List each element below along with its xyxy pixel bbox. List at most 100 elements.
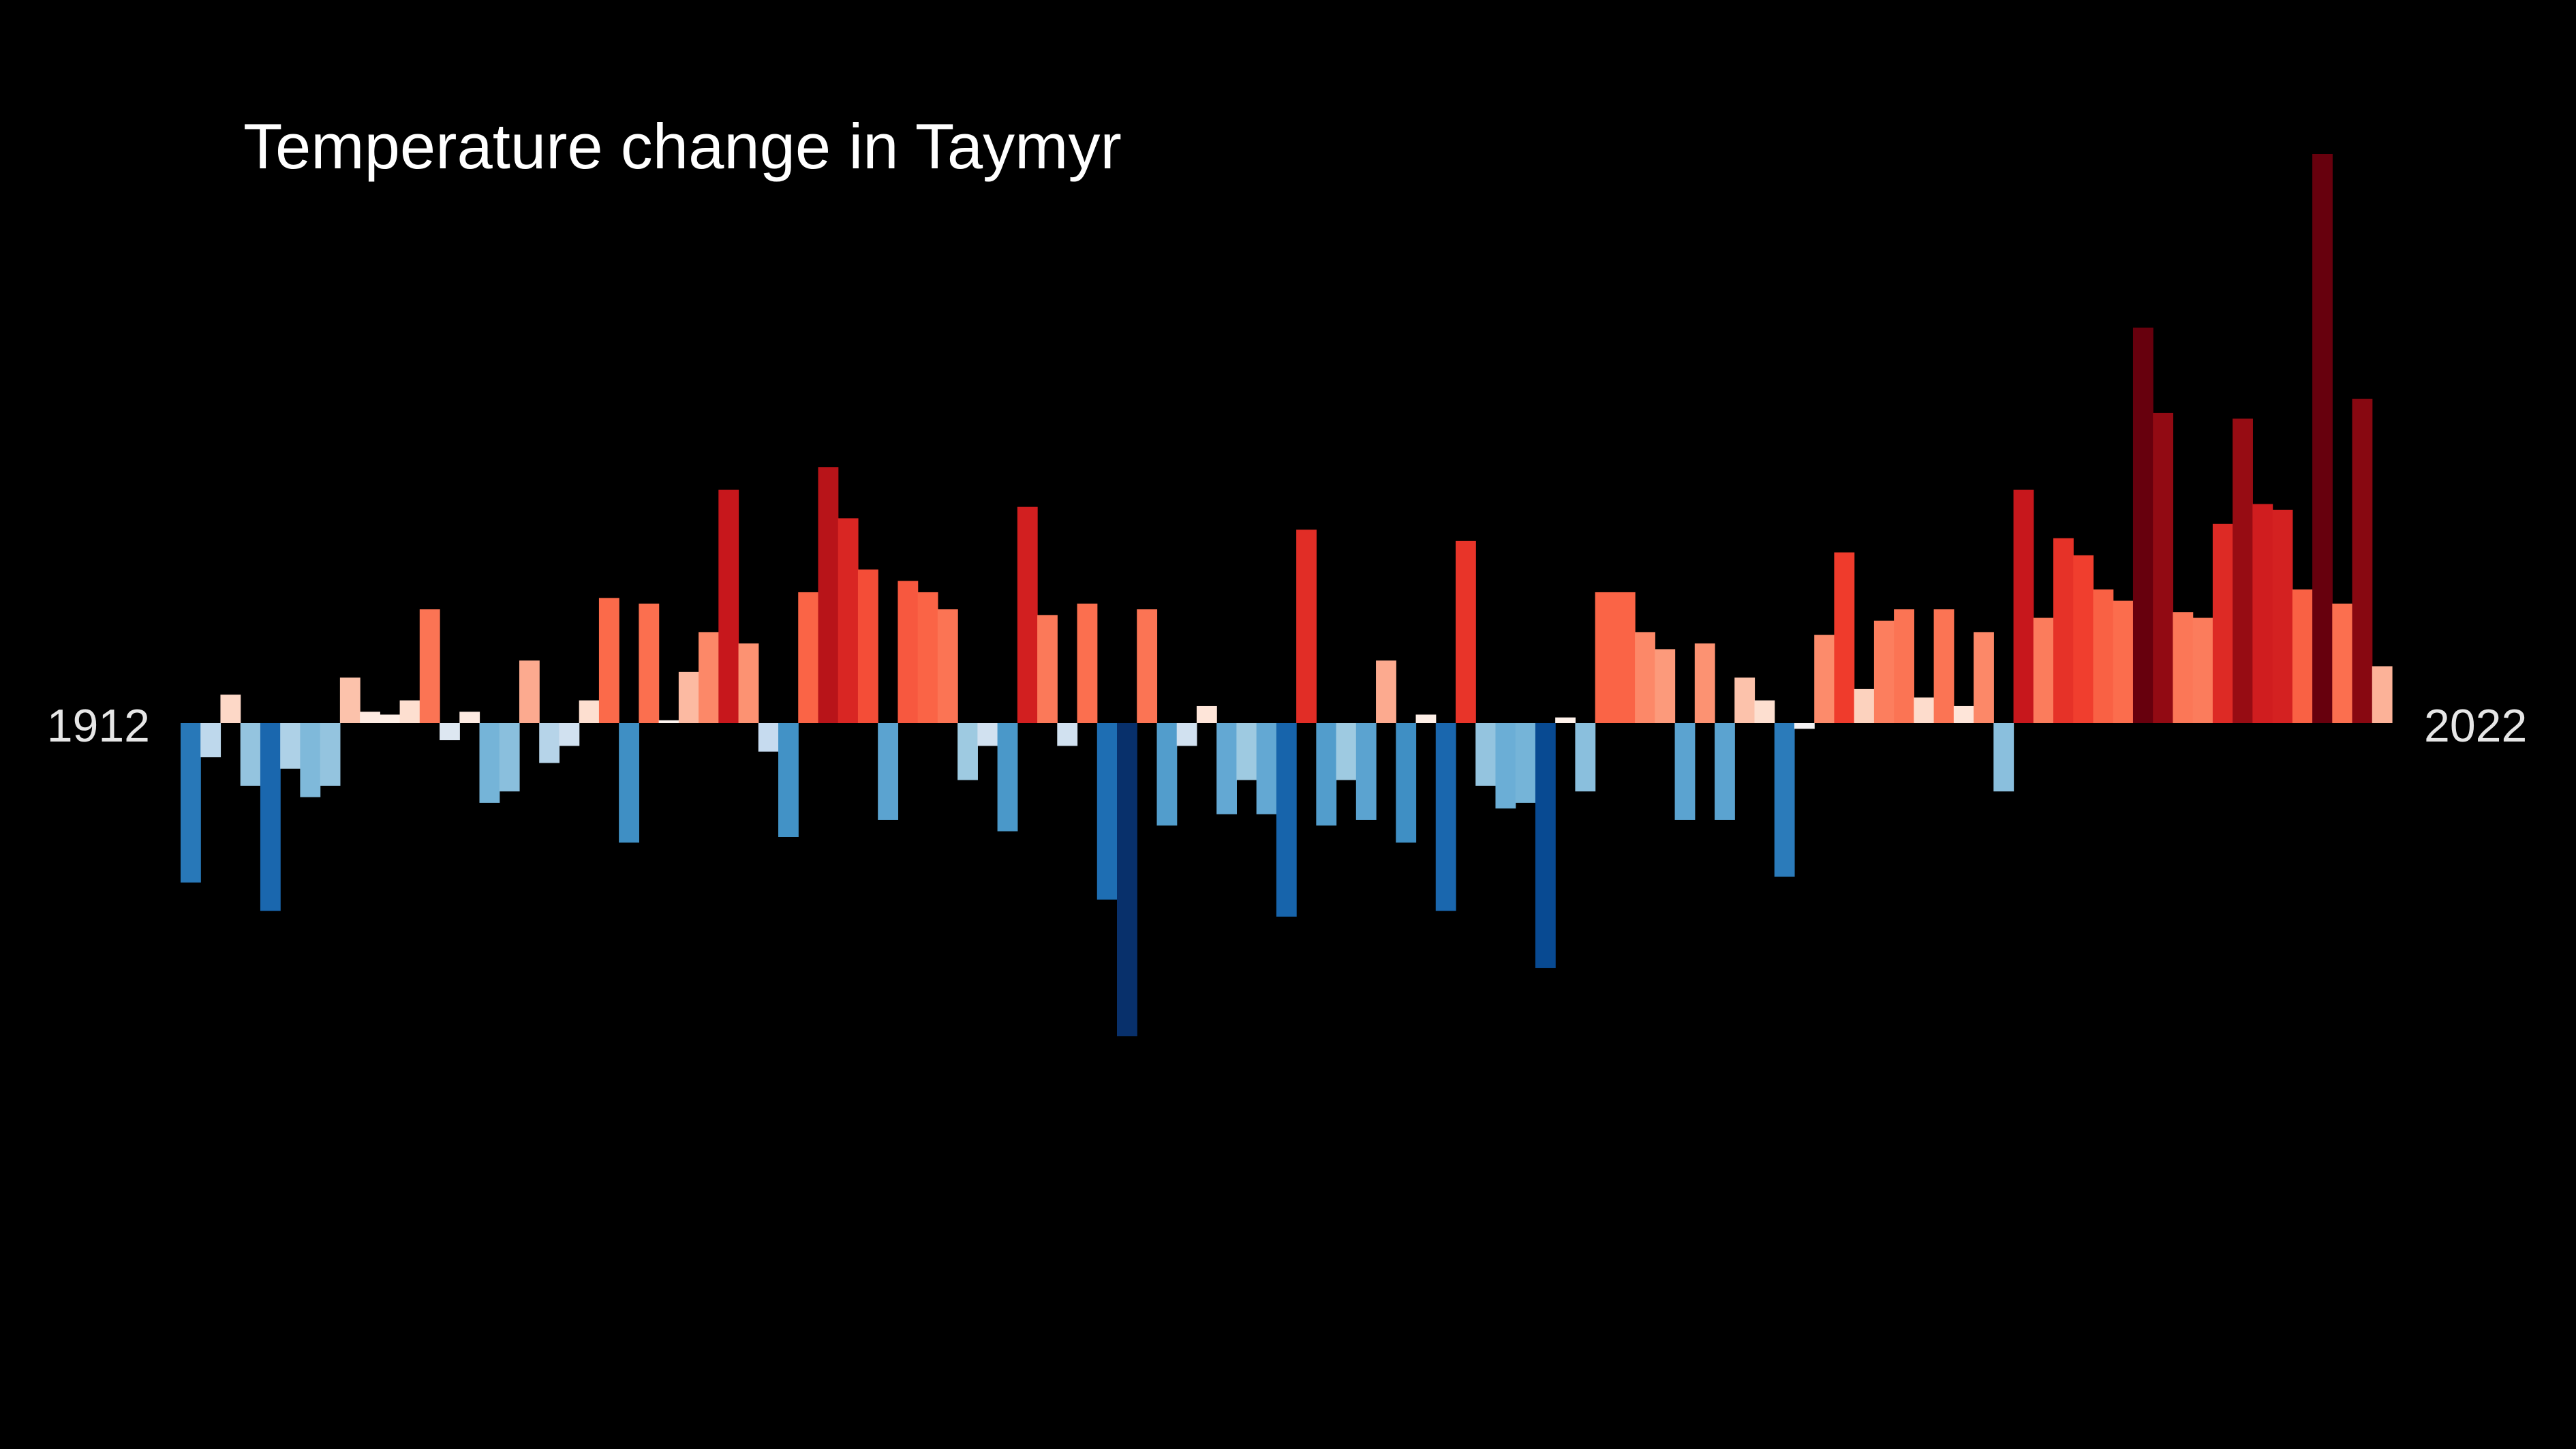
bar-1931: [559, 723, 580, 746]
bar-2002: [1974, 632, 1994, 723]
bar-1974: [1415, 714, 1437, 723]
bar-2016: [2252, 504, 2273, 723]
bar-1923: [399, 700, 420, 723]
bar-2009: [2113, 600, 2134, 724]
bar-2003: [1993, 723, 2014, 792]
bar-1984: [1614, 592, 1636, 723]
bar-1912: [181, 723, 201, 883]
bar-2020: [2332, 603, 2353, 723]
bar-1989: [1715, 723, 1735, 820]
bar-2005: [2033, 617, 2054, 723]
bar-1924: [419, 609, 440, 723]
end-year-label: 2022: [2424, 700, 2527, 752]
bar-2006: [2053, 538, 2074, 724]
bar-1943: [798, 592, 819, 723]
bar-2015: [2233, 418, 2253, 723]
bar-1958: [1097, 723, 1118, 900]
bar-1965: [1236, 723, 1257, 780]
bar-1942: [778, 723, 799, 837]
bar-1991: [1754, 700, 1775, 723]
bar-1914: [220, 695, 241, 723]
bar-1930: [539, 723, 560, 763]
bar-1977: [1475, 723, 1497, 786]
bar-1915: [240, 723, 261, 786]
bar-1927: [479, 723, 500, 803]
bar-2001: [1953, 705, 1974, 723]
bar-1994: [1814, 635, 1835, 724]
bar-1920: [339, 677, 361, 723]
bar-1939: [718, 489, 739, 723]
chart-title: Temperature change in Taymyr: [243, 110, 1122, 182]
bar-2017: [2272, 509, 2293, 724]
bar-1999: [1914, 697, 1935, 723]
bar-1959: [1117, 723, 1137, 1037]
bar-1932: [579, 700, 600, 723]
bar-1949: [917, 592, 938, 723]
bar-1926: [459, 712, 480, 723]
bar-1983: [1595, 592, 1616, 723]
bar-1929: [519, 660, 540, 723]
bar-1916: [260, 723, 281, 911]
bar-1933: [598, 598, 619, 723]
bar-2021: [2352, 399, 2373, 723]
bar-1966: [1256, 723, 1277, 814]
bar-1992: [1774, 723, 1795, 877]
bar-1990: [1734, 677, 1755, 723]
bar-1988: [1694, 643, 1715, 723]
bar-1954: [1017, 506, 1038, 723]
bar-1917: [280, 723, 301, 769]
bar-1985: [1635, 632, 1655, 723]
bar-1972: [1376, 660, 1396, 723]
bar-1962: [1176, 723, 1197, 746]
bar-1956: [1057, 723, 1078, 746]
start-year-label: 1912: [47, 700, 150, 752]
bar-1963: [1196, 705, 1217, 723]
bar-1971: [1355, 723, 1377, 820]
bar-2012: [2173, 612, 2194, 723]
bar-1918: [300, 723, 321, 797]
bar-1940: [738, 643, 759, 723]
bar-1955: [1037, 615, 1058, 723]
bar-2000: [1933, 609, 1954, 723]
bar-1934: [619, 723, 639, 843]
bar-1946: [857, 569, 878, 723]
bar-1987: [1674, 723, 1696, 820]
bar-1978: [1495, 723, 1516, 809]
bar-1950: [937, 609, 958, 723]
bar-1996: [1854, 688, 1875, 723]
bar-1980: [1535, 723, 1556, 968]
bar-1986: [1655, 649, 1676, 723]
bar-1968: [1296, 530, 1317, 723]
bar-1925: [440, 723, 460, 741]
bar-1944: [818, 467, 839, 723]
bar-2018: [2292, 589, 2313, 723]
bar-2011: [2153, 412, 2174, 723]
bar-2008: [2093, 589, 2114, 723]
bar-1928: [499, 723, 520, 792]
bar-1969: [1316, 723, 1337, 826]
bar-1982: [1575, 723, 1596, 792]
bar-1937: [678, 671, 699, 723]
bar-1993: [1794, 723, 1815, 729]
bar-1935: [639, 603, 660, 723]
bar-1936: [658, 720, 679, 723]
bar-1951: [957, 723, 978, 780]
bar-1952: [977, 723, 998, 746]
bar-1964: [1216, 723, 1238, 814]
bar-1995: [1834, 552, 1855, 723]
bar-1957: [1077, 603, 1098, 723]
bar-1913: [200, 723, 221, 758]
bar-1921: [360, 712, 380, 723]
bar-1948: [898, 581, 919, 723]
bar-1945: [838, 518, 859, 723]
bar-2019: [2312, 154, 2333, 723]
bar-1922: [380, 714, 401, 723]
bar-2004: [2013, 489, 2034, 723]
bar-2007: [2073, 555, 2094, 723]
bar-2014: [2212, 523, 2233, 723]
bar-1998: [1894, 609, 1914, 723]
bar-1941: [758, 723, 779, 752]
bar-2010: [2132, 327, 2153, 723]
